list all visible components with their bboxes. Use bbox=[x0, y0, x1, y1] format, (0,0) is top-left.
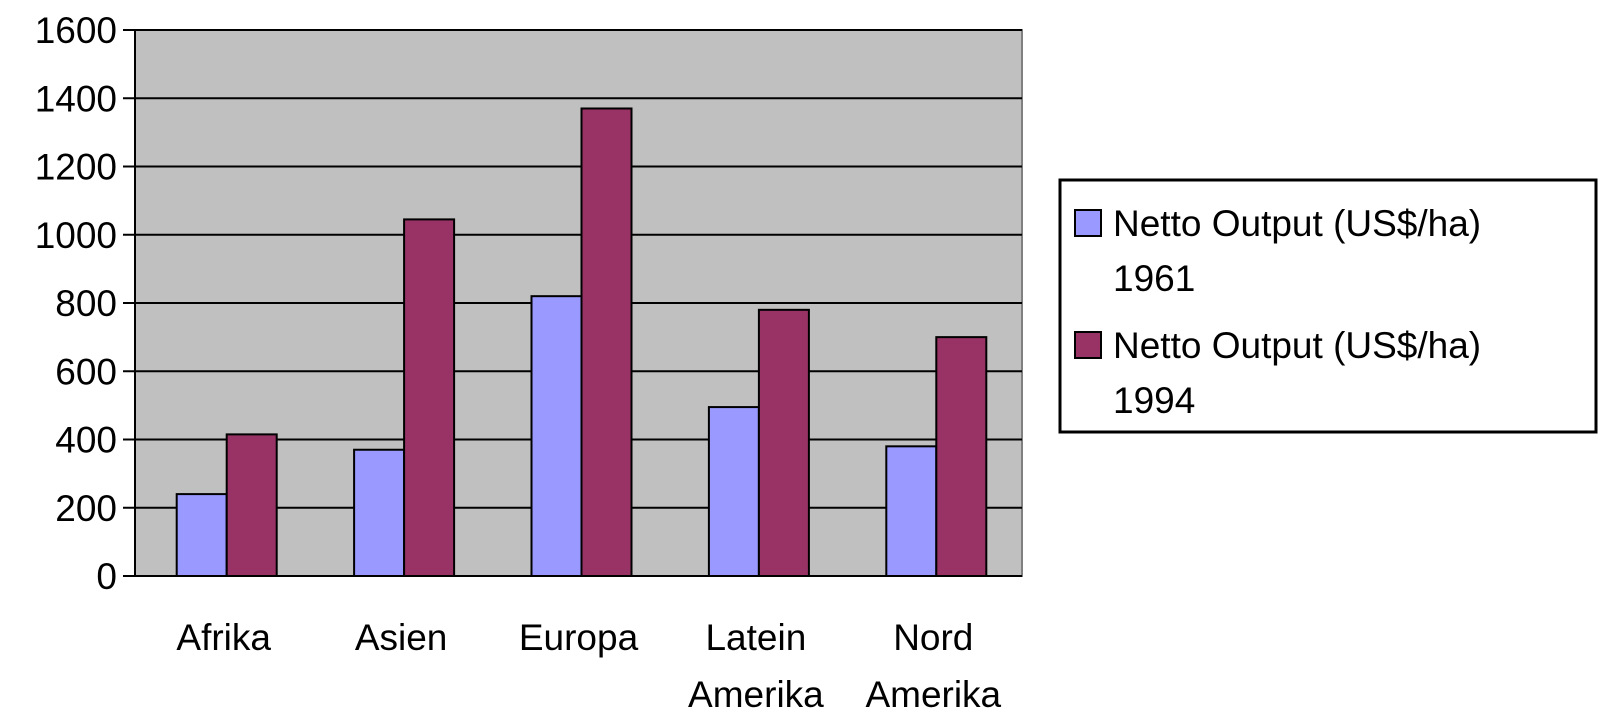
legend-swatch bbox=[1074, 209, 1102, 237]
y-tick-label: 1000 bbox=[35, 215, 117, 256]
legend-swatch bbox=[1074, 331, 1102, 359]
bar-1994 bbox=[580, 107, 633, 578]
x-tick-label: Europa bbox=[519, 617, 639, 658]
bar-1994 bbox=[935, 336, 988, 577]
x-tick-label: Nord bbox=[893, 617, 973, 658]
plot-area: 0 200 400 600 800 1000 1200 1400 1600 Afrika Asien… bbox=[35, 10, 1023, 715]
x-tick-label: Amerika bbox=[688, 674, 824, 715]
x-tick-label: Afrika bbox=[176, 617, 271, 658]
legend-label: Netto Output (US$/ha) bbox=[1113, 325, 1481, 366]
legend-box bbox=[1058, 178, 1598, 434]
x-tick-label: Amerika bbox=[865, 674, 1001, 715]
y-tick-label: 600 bbox=[55, 351, 117, 392]
bar-1994 bbox=[225, 433, 278, 577]
legend-label: 1994 bbox=[1113, 380, 1195, 421]
y-tick-label: 200 bbox=[55, 488, 117, 529]
y-tick-label: 400 bbox=[55, 420, 117, 461]
legend-label: Netto Output (US$/ha) bbox=[1113, 203, 1481, 244]
x-tick-label: Asien bbox=[355, 617, 448, 658]
y-tick-label: 1600 bbox=[35, 10, 117, 51]
bar-1961 bbox=[353, 448, 406, 577]
y-tick-label: 1400 bbox=[35, 78, 117, 119]
legend: Netto Output (US$/ha) 1961 Netto Output (U… bbox=[1058, 178, 1598, 434]
bar-1961 bbox=[707, 406, 760, 577]
bar-1961 bbox=[175, 493, 228, 578]
bar-1994 bbox=[403, 218, 456, 578]
bar-1961 bbox=[530, 295, 583, 577]
y-tick-label: 800 bbox=[55, 283, 117, 324]
x-tick-label: Latein bbox=[705, 617, 806, 658]
bar-1961 bbox=[885, 445, 938, 578]
y-tick-label: 0 bbox=[96, 556, 117, 597]
y-tick-label: 1200 bbox=[35, 147, 117, 188]
bar-1994 bbox=[757, 308, 810, 577]
legend-label: 1961 bbox=[1113, 258, 1195, 299]
